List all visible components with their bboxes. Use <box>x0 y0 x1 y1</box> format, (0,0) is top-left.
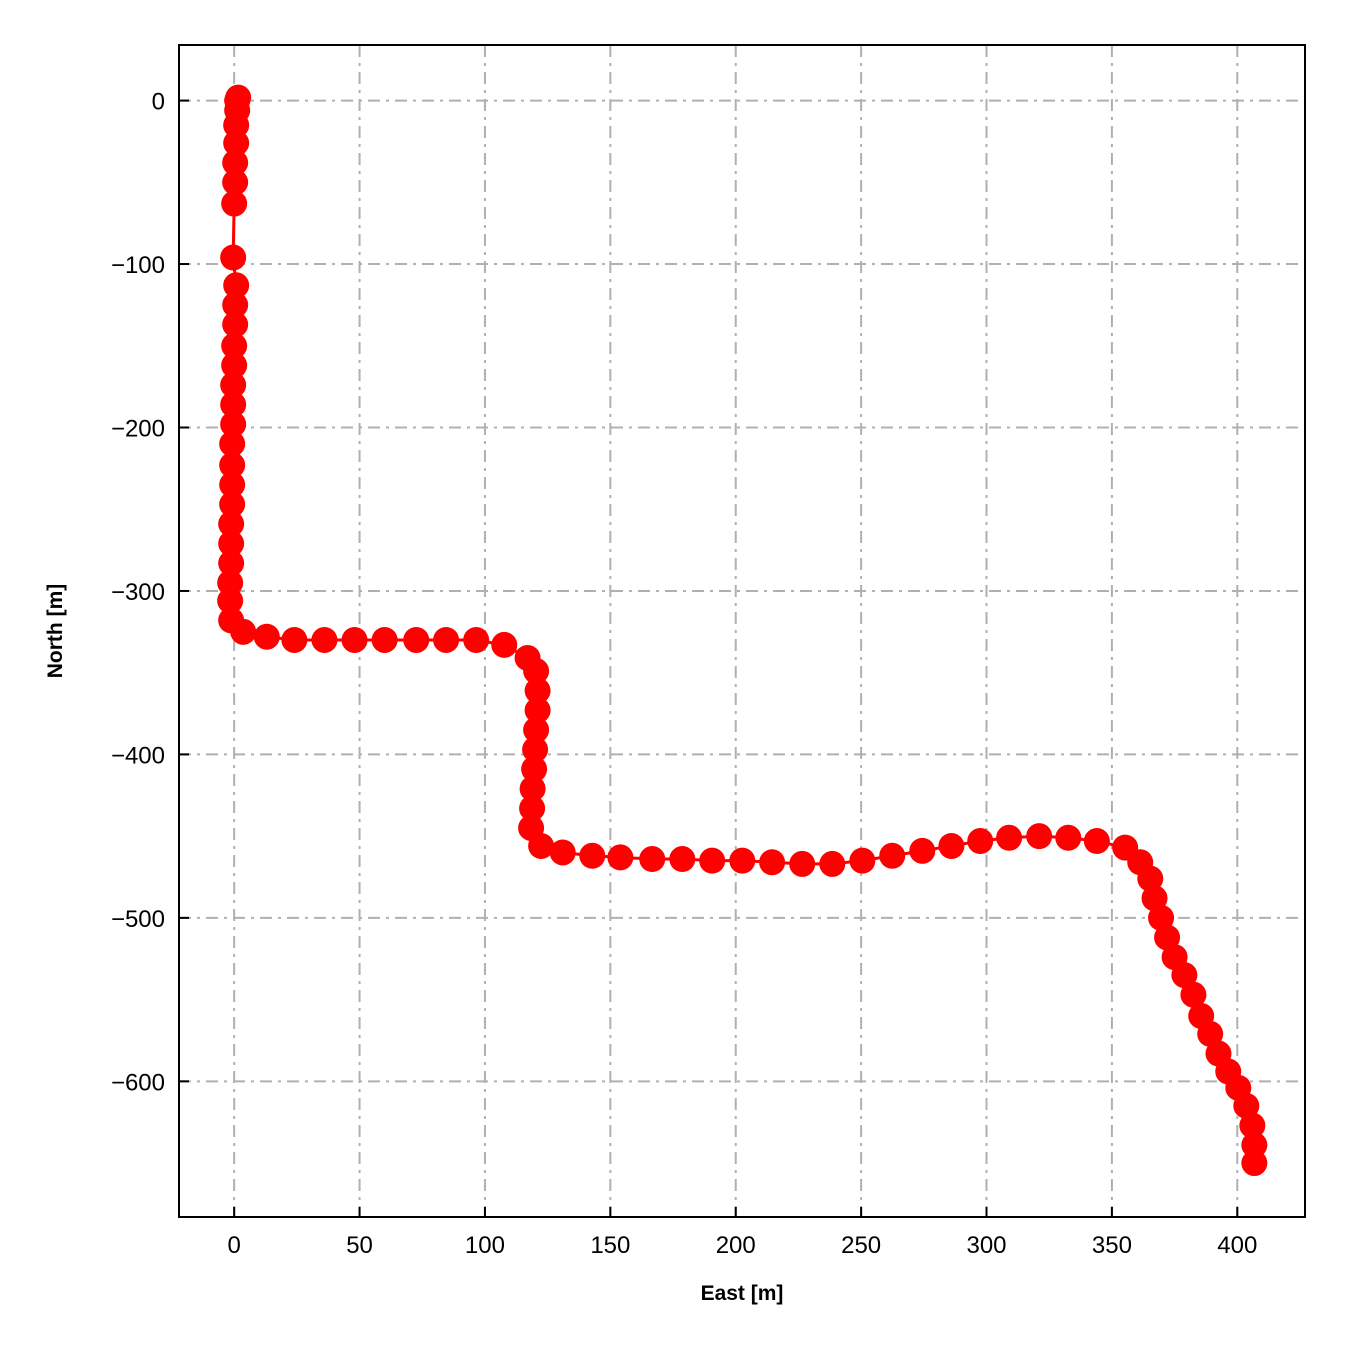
x-tick-label: 0 <box>227 1232 240 1259</box>
x-tick-label: 300 <box>966 1232 1006 1259</box>
data-point <box>909 837 936 864</box>
y-axis-label: North [m] <box>44 584 67 678</box>
data-point <box>217 587 244 614</box>
data-point <box>729 847 756 874</box>
axis-ticks: 0 50 100 150 200 250 300 350 400 0 −100 −200 −300 −40… <box>111 89 1257 1259</box>
data-point <box>549 839 576 866</box>
data-point <box>524 697 551 724</box>
data-point <box>938 832 965 859</box>
series-line <box>217 84 1268 1177</box>
data-point <box>996 824 1023 851</box>
plot-frame <box>178 44 1306 1218</box>
data-point <box>699 847 726 874</box>
data-point <box>223 272 250 299</box>
data-point <box>1154 924 1181 951</box>
data-point <box>528 832 555 859</box>
x-tick-label: 400 <box>1217 1232 1257 1259</box>
x-tick-label: 150 <box>590 1232 630 1259</box>
x-axis-label: East [m] <box>701 1282 784 1305</box>
data-point <box>519 775 546 802</box>
y-tick-label: 0 <box>152 89 165 116</box>
data-point <box>1137 865 1164 892</box>
data-point <box>222 311 249 338</box>
data-point <box>219 491 246 518</box>
data-point <box>220 411 247 438</box>
data-point <box>223 112 250 139</box>
data-point <box>218 550 245 577</box>
data-point <box>1141 885 1168 912</box>
data-point <box>524 677 551 704</box>
data-point <box>1171 962 1198 989</box>
data-point <box>433 626 460 653</box>
x-tick-label: 200 <box>716 1232 756 1259</box>
data-point <box>221 352 248 379</box>
x-tick-label: 250 <box>841 1232 881 1259</box>
data-point <box>253 623 280 650</box>
data-point <box>220 391 247 418</box>
data-point <box>1055 824 1082 851</box>
data-point <box>879 842 906 869</box>
data-point <box>523 716 550 743</box>
data-point <box>1026 823 1053 850</box>
data-point <box>223 130 250 157</box>
y-tick-label: −600 <box>111 1069 165 1096</box>
data-point <box>607 844 634 871</box>
data-point <box>967 828 994 855</box>
data-point <box>523 658 550 685</box>
data-point <box>1241 1150 1268 1177</box>
data-point <box>491 631 518 658</box>
grid <box>179 45 1305 1217</box>
data-point <box>222 169 249 196</box>
data-point <box>669 846 696 873</box>
data-point <box>1241 1132 1268 1159</box>
data-point <box>221 190 248 217</box>
data-point <box>281 626 308 653</box>
data-point <box>221 332 248 359</box>
x-tick-label: 100 <box>465 1232 505 1259</box>
data-point <box>1197 1020 1224 1047</box>
data-point <box>403 626 430 653</box>
data-point <box>371 626 398 653</box>
y-tick-label: −500 <box>111 906 165 933</box>
data-point <box>218 510 245 537</box>
data-point <box>1148 904 1175 931</box>
y-tick-label: −300 <box>111 579 165 606</box>
data-point <box>222 291 249 318</box>
data-point <box>522 736 549 763</box>
data-point <box>217 569 244 596</box>
x-tick-label: 350 <box>1092 1232 1132 1259</box>
data-point <box>1083 828 1110 855</box>
x-tick-label: 50 <box>346 1232 373 1259</box>
data-point <box>218 530 245 557</box>
data-point <box>759 849 786 876</box>
data-point <box>1233 1092 1260 1119</box>
data-point <box>519 795 546 822</box>
data-point <box>849 847 876 874</box>
data-point <box>230 618 257 645</box>
data-point <box>789 850 816 877</box>
data-point <box>311 626 338 653</box>
data-point <box>219 471 246 498</box>
data-point <box>521 756 548 783</box>
data-point <box>463 626 490 653</box>
data-point <box>579 842 606 869</box>
data-point <box>219 452 246 479</box>
data-point <box>341 626 368 653</box>
data-point <box>219 430 246 457</box>
data-point <box>639 846 666 873</box>
data-point <box>220 244 247 271</box>
data-point <box>222 149 249 176</box>
data-point <box>1239 1112 1266 1139</box>
data-point <box>819 850 846 877</box>
y-tick-label: −400 <box>111 742 165 769</box>
y-tick-label: −200 <box>111 415 165 442</box>
data-point <box>1180 981 1207 1008</box>
data-point <box>220 371 247 398</box>
y-tick-label: −100 <box>111 252 165 279</box>
